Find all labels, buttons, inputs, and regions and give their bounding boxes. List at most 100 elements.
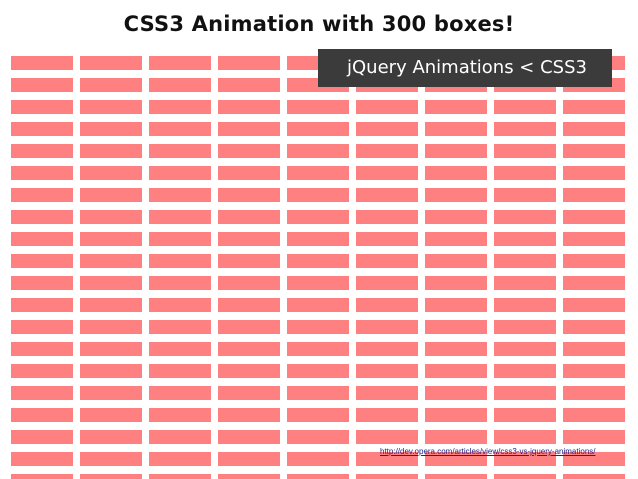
animated-box [218,386,280,400]
animated-box [80,144,142,158]
animated-box [80,210,142,224]
animated-box [287,452,349,466]
animated-box [425,276,487,290]
animated-box [563,166,625,180]
animated-box [149,298,211,312]
animated-box [80,56,142,70]
animated-box [494,430,556,444]
animated-box [218,342,280,356]
animated-box [425,100,487,114]
animated-box [563,342,625,356]
animated-box [11,298,73,312]
animated-box [11,210,73,224]
animated-box [80,100,142,114]
animated-box [11,342,73,356]
animated-box [287,232,349,246]
animated-box [494,408,556,422]
animated-box [218,232,280,246]
animated-box [287,122,349,136]
animated-box [11,100,73,114]
animated-box [218,78,280,92]
animated-box [149,364,211,378]
animated-box [80,78,142,92]
animated-box [80,298,142,312]
animated-box [563,188,625,202]
animated-box [494,232,556,246]
animated-box [494,254,556,268]
animated-box [494,298,556,312]
animated-box [287,474,349,479]
animated-box [80,364,142,378]
animated-box [494,276,556,290]
animated-box [218,364,280,378]
animated-box [218,166,280,180]
animated-box [494,122,556,136]
animated-box [218,56,280,70]
animated-box [11,254,73,268]
animated-box [149,320,211,334]
animated-box [563,320,625,334]
animated-box [11,474,73,479]
animated-box [287,210,349,224]
animated-box [218,408,280,422]
animated-box [563,144,625,158]
animated-box [287,298,349,312]
animated-box [425,188,487,202]
animated-box [80,452,142,466]
animated-box [425,122,487,136]
animated-box [11,122,73,136]
animated-box [80,386,142,400]
animated-box [494,386,556,400]
animated-box [425,430,487,444]
animated-box [356,254,418,268]
animated-box [356,100,418,114]
animated-box [149,166,211,180]
animated-box [494,474,556,479]
animated-box [494,320,556,334]
animated-box [356,430,418,444]
animated-box [11,430,73,444]
source-link[interactable]: http://dev.opera.com/articles/view/css3-… [380,447,596,456]
animated-box [80,254,142,268]
animated-box [425,408,487,422]
animated-box-grid [11,56,627,479]
animated-box [356,452,418,466]
animated-box [149,452,211,466]
animated-box [356,408,418,422]
animated-box [563,210,625,224]
animated-box [425,364,487,378]
animated-box [80,474,142,479]
animated-box [218,320,280,334]
animated-box [563,364,625,378]
animated-box [356,232,418,246]
animated-box [425,474,487,479]
animated-box [356,144,418,158]
animated-box [218,276,280,290]
animated-box [356,474,418,479]
animated-box [11,166,73,180]
animated-box [80,122,142,136]
animated-box [287,254,349,268]
animated-box [149,408,211,422]
animated-box [218,188,280,202]
animated-box [149,474,211,479]
animated-box [80,408,142,422]
animated-box [563,408,625,422]
animated-box [149,342,211,356]
slide-title: CSS3 Animation with 300 boxes! [123,12,515,36]
animated-box [11,408,73,422]
animated-box [563,100,625,114]
animated-box [356,210,418,224]
animated-box [425,386,487,400]
animated-box [80,188,142,202]
animated-box [494,100,556,114]
animated-box [11,144,73,158]
animated-box [287,364,349,378]
animated-box [11,386,73,400]
animated-box [11,320,73,334]
animated-box [11,452,73,466]
animated-box [11,78,73,92]
animated-box [11,276,73,290]
animated-box [149,210,211,224]
animated-box [218,210,280,224]
